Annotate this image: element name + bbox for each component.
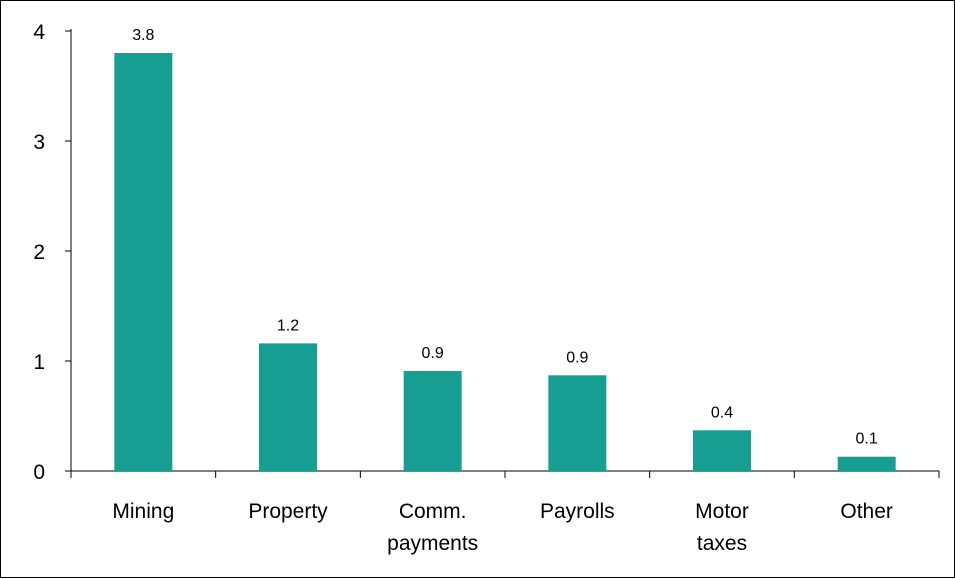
category-label: Other xyxy=(840,500,893,523)
data-label: 0.4 xyxy=(711,404,733,421)
bar xyxy=(114,53,173,471)
bar xyxy=(693,430,751,471)
labels: 3.8 Mining 1.2 Property 0.9 Comm. payments 0.9 P… xyxy=(112,27,893,555)
data-label: 0.1 xyxy=(856,431,878,448)
axes: 0 1 2 3 4 xyxy=(33,21,940,484)
y-tick-label: 3 xyxy=(33,131,45,154)
y-tick-label: 0 xyxy=(33,461,45,484)
y-tick-label: 2 xyxy=(33,241,45,264)
category-label: payments xyxy=(387,532,478,555)
data-label: 0.9 xyxy=(422,345,444,362)
bars xyxy=(114,53,896,471)
bar xyxy=(259,343,317,471)
category-label: Mining xyxy=(112,500,174,523)
data-label: 0.9 xyxy=(566,349,588,366)
bar xyxy=(403,370,462,471)
data-label: 1.2 xyxy=(277,317,299,334)
data-label: 3.8 xyxy=(132,27,154,44)
category-label: taxes xyxy=(697,532,747,555)
bar xyxy=(548,375,607,471)
category-label: Motor xyxy=(695,500,749,523)
category-label: Property xyxy=(248,500,328,523)
y-tick-label: 1 xyxy=(33,351,45,374)
bar xyxy=(837,456,896,471)
category-label: Payrolls xyxy=(540,500,615,523)
category-label: Comm. xyxy=(399,500,467,523)
y-tick-label: 4 xyxy=(33,21,45,44)
